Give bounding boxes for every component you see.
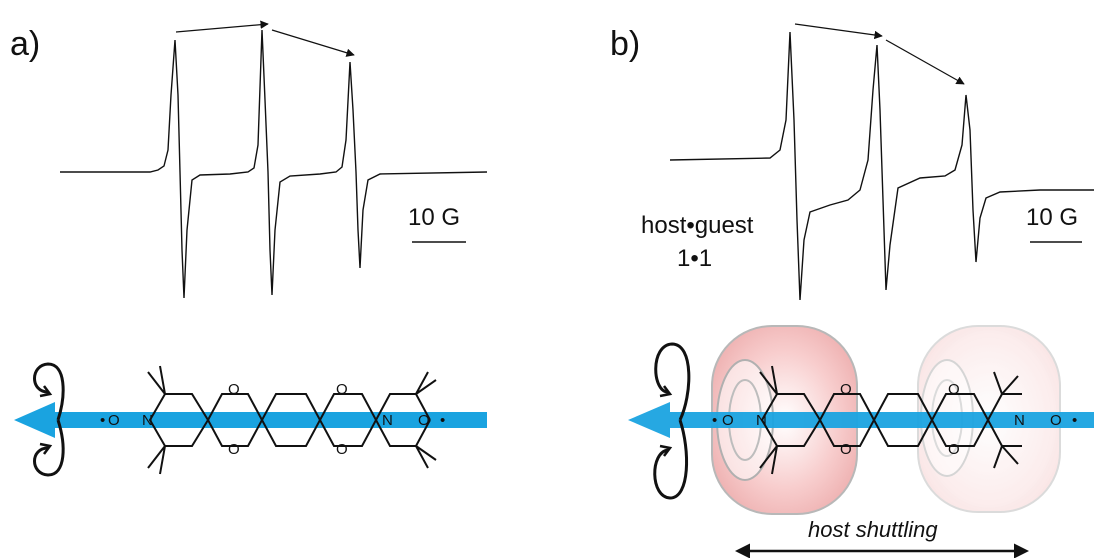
nitroxide-molecule-a — [147, 365, 437, 475]
atom-o-b-3: O — [948, 381, 960, 398]
panel-a: a) 10 G — [10, 20, 488, 477]
radical-dot-b-right: • — [1072, 412, 1077, 429]
intensity-arrow-a2 — [271, 29, 355, 57]
atom-o-b-left: O — [722, 412, 734, 429]
shuttling-label: host shuttling — [808, 517, 938, 542]
atom-n-a-right: N — [382, 412, 393, 429]
atom-o-a-1: O — [228, 381, 240, 398]
atom-n-b-right: N — [1014, 412, 1025, 429]
axis-arrow-b — [628, 402, 1094, 438]
intensity-arrow-b1 — [794, 23, 883, 40]
epr-spectrum-a — [60, 29, 488, 299]
intensity-arrow-b2 — [885, 39, 965, 85]
panel-b-label: b) — [610, 25, 640, 63]
rotation-icon-a — [33, 362, 65, 477]
atom-n-b-left: N — [756, 412, 767, 429]
panel-b: b) host•guest 1•1 10 G — [610, 23, 1094, 558]
rotation-icon-b — [653, 342, 691, 500]
nitroxide-molecule-b — [759, 365, 1022, 475]
radical-dot-a-right: • — [440, 412, 445, 429]
atom-n-a-left: N — [142, 412, 153, 429]
epr-spectrum-b — [669, 31, 1094, 301]
radical-dot-a-left: • — [100, 412, 105, 429]
panel-a-label: a) — [10, 25, 40, 63]
complex-label-line2: 1•1 — [677, 245, 712, 272]
atom-o-b-1: O — [840, 381, 852, 398]
intensity-arrow-a1 — [175, 20, 269, 33]
atom-o-b-4: O — [948, 441, 960, 458]
atom-o-a-4: O — [336, 441, 348, 458]
atom-o-b-right: O — [1050, 412, 1062, 429]
radical-dot-b-left: • — [712, 412, 717, 429]
atom-o-a-3: O — [336, 381, 348, 398]
atom-o-a-right: O — [418, 412, 430, 429]
atom-o-a-2: O — [228, 441, 240, 458]
axis-arrow-a — [14, 402, 487, 438]
scale-label-b: 10 G — [1026, 204, 1078, 231]
atom-o-a-left: O — [108, 412, 120, 429]
atom-o-b-2: O — [840, 441, 852, 458]
scale-label-a: 10 G — [408, 204, 460, 231]
complex-label-line1: host•guest — [641, 212, 754, 239]
